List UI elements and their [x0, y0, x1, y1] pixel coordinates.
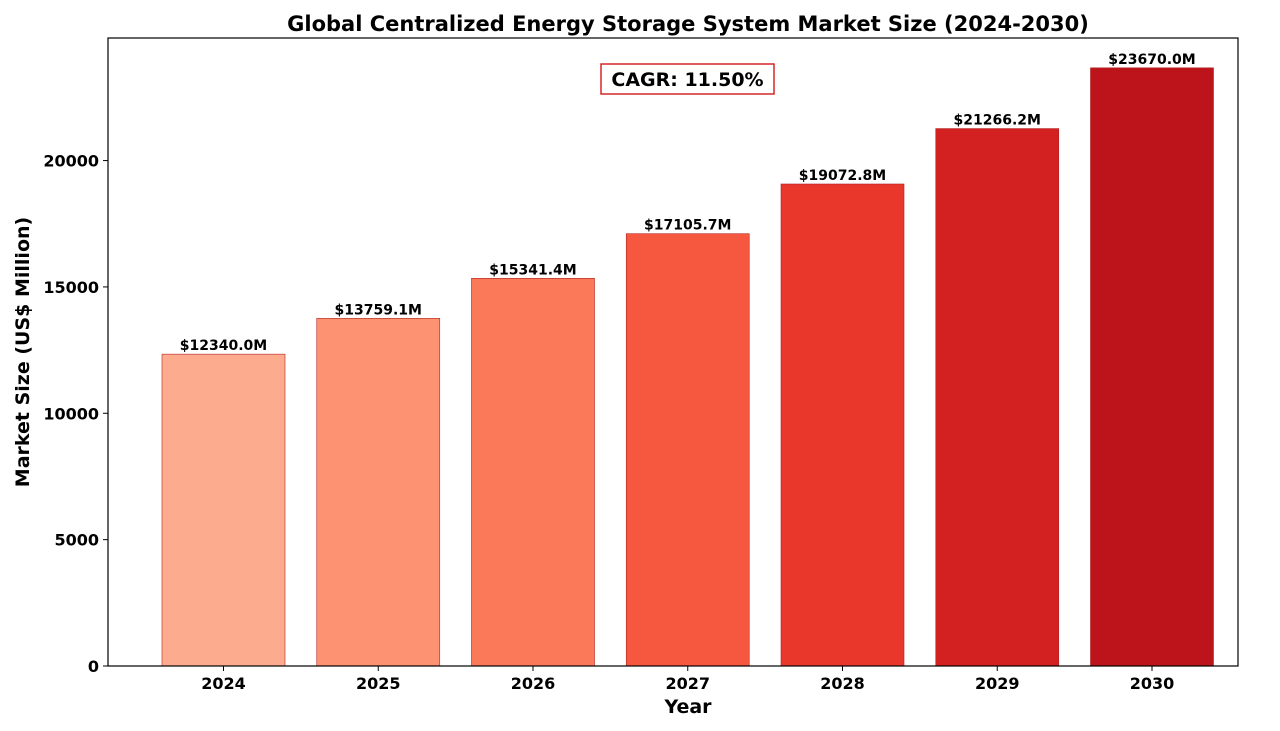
y-axis-label: Market Size (US$ Million)	[12, 217, 34, 487]
x-tick-label-2028: 2028	[820, 674, 865, 693]
x-tick-label-2029: 2029	[975, 674, 1020, 693]
value-label-2025: $13759.1M	[335, 302, 422, 318]
bar-2025	[316, 317, 441, 667]
bar-2024	[161, 353, 286, 667]
value-label-2026: $15341.4M	[489, 262, 576, 278]
y-tick-label-15000: 15000	[43, 278, 99, 297]
value-label-2027: $17105.7M	[644, 218, 731, 234]
x-tick-label-2027: 2027	[665, 674, 710, 693]
value-labels-group: $12340.0M $13759.1M $15341.4M $17105.7M $190…	[180, 52, 1196, 354]
value-label-2029: $21266.2M	[954, 113, 1041, 129]
bar-2028	[780, 183, 905, 667]
value-label-2024: $12340.0M	[180, 338, 267, 354]
cagr-box-border	[600, 63, 775, 95]
value-label-2028: $19072.8M	[799, 168, 886, 184]
x-tick-label-2026: 2026	[511, 674, 556, 693]
y-tick-label-20000: 20000	[43, 152, 99, 171]
bar-2027	[625, 233, 750, 667]
y-axis-ticks: 0 5000 10000 15000 20000	[43, 152, 108, 676]
chart-title: Global Centralized Energy Storage System…	[287, 12, 1089, 36]
y-tick-label-5000: 5000	[54, 531, 99, 550]
bars-group	[161, 67, 1214, 667]
x-tick-label-2024: 2024	[201, 674, 246, 693]
x-tick-label-2030: 2030	[1130, 674, 1175, 693]
x-tick-label-2025: 2025	[356, 674, 401, 693]
y-tick-label-0: 0	[88, 657, 99, 676]
value-label-2030: $23670.0M	[1108, 52, 1195, 68]
y-tick-label-10000: 10000	[43, 404, 99, 423]
plot-frame	[107, 37, 1239, 667]
cagr-label: CAGR: 11.50%	[611, 69, 763, 91]
bar-2030	[1090, 67, 1214, 667]
bar-2029	[935, 128, 1060, 667]
x-axis-label: Year	[663, 696, 712, 718]
x-axis-ticks: 2024 2025 2026 2027 2028 2029 2030	[201, 666, 1174, 693]
cagr-annotation: CAGR: 11.50%	[600, 63, 775, 95]
bar-2026	[471, 277, 595, 667]
